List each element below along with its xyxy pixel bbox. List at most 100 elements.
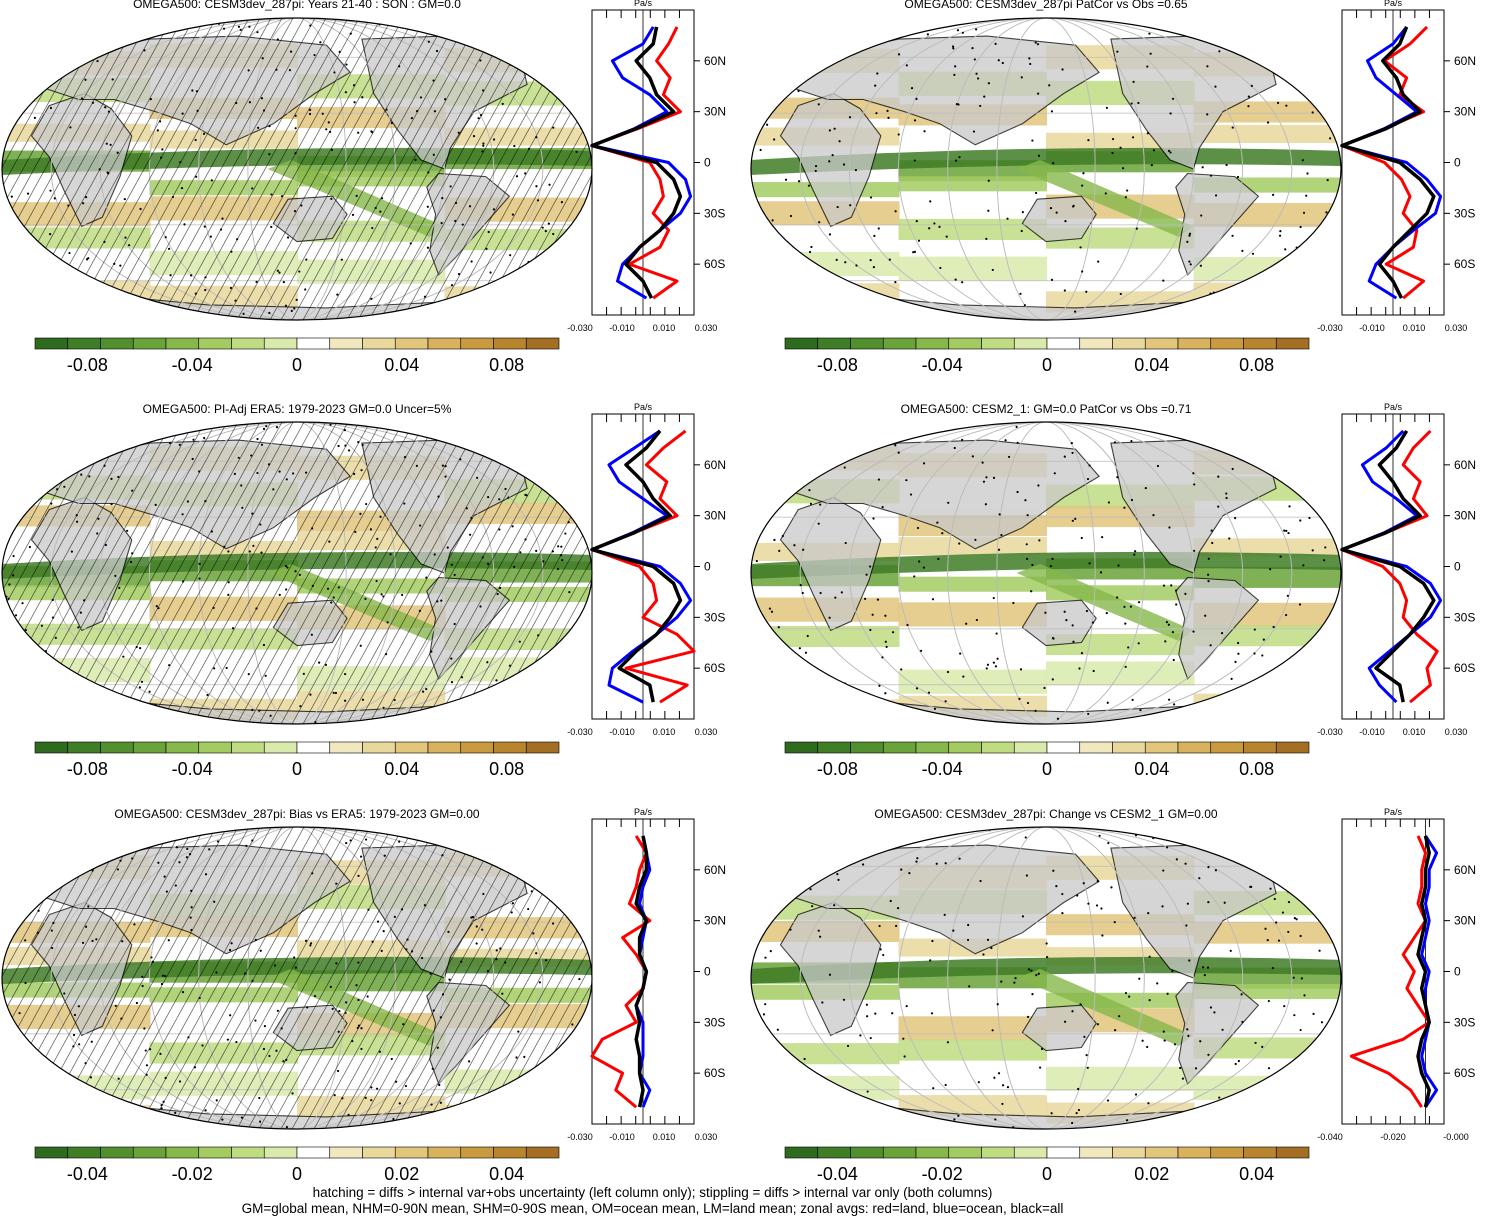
- colorbar-tick-label: 0: [1042, 759, 1052, 779]
- profile-series-line: [1340, 429, 1436, 703]
- profile-x-label: -0.030: [567, 1132, 593, 1142]
- profile-x-label: -0.030: [567, 727, 593, 737]
- colorbar-swatch: [100, 741, 134, 754]
- colorbar-swatch: [882, 1146, 917, 1159]
- colorbar-swatch: [1013, 1146, 1048, 1159]
- profile-x-label: -0.030: [1317, 727, 1343, 737]
- profile-x-label: 0.010: [653, 1132, 676, 1142]
- colorbar-swatch: [1275, 337, 1310, 350]
- colorbar-swatch: [948, 741, 982, 754]
- zonal-profile-2: Pa/s -0.030 -0.010 0.010 0.030 60N 30N 0 30S 60S: [1317, 0, 1476, 333]
- profile-y-label: 30S: [1454, 610, 1475, 624]
- colorbar-tick-label: 0: [1042, 355, 1052, 375]
- colorbar-swatch: [394, 337, 429, 350]
- profile-y-label: 30N: [704, 105, 726, 119]
- panel-title-4: OMEGA500: CESM2_1: GM=0.0 PatCor vs Obs …: [901, 402, 1192, 416]
- colorbar-swatch: [1013, 337, 1048, 350]
- colorbar-swatch: [817, 741, 851, 754]
- profile-y-label: 0: [1454, 560, 1461, 574]
- colorbar-swatch: [1112, 337, 1146, 350]
- colorbar-swatch: [427, 1146, 462, 1159]
- zonal-profile-5: Pa/s -0.030 -0.010 0.010 0.030 60N 30N 0 30S 60S: [567, 807, 726, 1142]
- colorbar-swatch: [981, 1146, 1015, 1159]
- colorbar-swatch: [1013, 741, 1048, 754]
- colorbar-tick-label: -0.04: [172, 355, 213, 375]
- profile-x-label: 0.010: [1403, 323, 1426, 333]
- profile-series-line: [1340, 429, 1443, 704]
- colorbar-swatch: [948, 337, 982, 350]
- colorbar-swatch: [132, 337, 167, 350]
- profile-x-label: 0.030: [695, 323, 718, 333]
- profile-y-label: 30N: [1454, 105, 1476, 119]
- colorbar-swatch: [1144, 1146, 1179, 1159]
- colorbar-swatch: [67, 1146, 101, 1159]
- colorbar-swatch: [1112, 741, 1146, 754]
- profile-y-label: 30S: [704, 610, 725, 624]
- profile-series-line: [1349, 835, 1431, 1108]
- colorbar-swatch: [427, 337, 462, 350]
- colorbar-swatch: [34, 1146, 69, 1159]
- footer-line-1: hatching = diffs > internal var+obs unce…: [312, 1185, 993, 1200]
- colorbar-swatch: [850, 337, 884, 350]
- profile-units: Pa/s: [1384, 402, 1403, 412]
- profile-y-label: 60S: [704, 1066, 725, 1080]
- profile-series-line: [1420, 835, 1439, 1108]
- colorbar-swatch: [165, 741, 200, 754]
- colorbar-swatch: [882, 741, 917, 754]
- colorbar-tick-label: -0.02: [922, 1164, 963, 1184]
- colorbar-swatch: [784, 741, 819, 754]
- colorbar-swatch: [329, 337, 363, 350]
- profile-series-line: [1416, 835, 1431, 1108]
- colorbar-swatch: [460, 741, 494, 754]
- colorbar-swatch: [1046, 337, 1081, 350]
- colorbar-swatch: [329, 741, 363, 754]
- profile-series-line: [1340, 25, 1429, 300]
- map-panel-2: [750, 17, 1342, 321]
- profile-series-line: [634, 835, 649, 1108]
- profile-series-line: [590, 26, 683, 299]
- colorbar-swatch: [525, 1146, 560, 1159]
- colorbar-6: -0.04 -0.02 0 0.02 0.04: [784, 1146, 1310, 1184]
- profile-y-label: 30N: [704, 914, 726, 928]
- footer-line-2: GM=global mean, NHM=0-90N mean, SHM=0-90…: [241, 1201, 1064, 1216]
- colorbar-swatch: [1210, 1146, 1244, 1159]
- colorbar-swatch: [362, 741, 396, 754]
- profile-y-label: 60S: [704, 661, 725, 675]
- colorbar-tick-label: -0.04: [172, 759, 213, 779]
- colorbar-tick-label: -0.04: [817, 1164, 858, 1184]
- colorbar-tick-label: -0.02: [172, 1164, 213, 1184]
- profile-x-label: -0.010: [609, 323, 635, 333]
- colorbar-swatch: [296, 1146, 331, 1159]
- zonal-profile-3: Pa/s -0.030 -0.010 0.010 0.030 60N 30N 0 30S 60S: [567, 402, 726, 737]
- colorbar-swatch: [784, 1146, 819, 1159]
- colorbar-tick-label: 0.02: [384, 1164, 419, 1184]
- panel-title-3: OMEGA500: PI-Adj ERA5: 1979-2023 GM=0.0 …: [143, 402, 452, 416]
- profile-y-label: 60N: [1454, 54, 1476, 68]
- colorbar-swatch: [1243, 1146, 1277, 1159]
- map-panel-4: [750, 421, 1342, 725]
- colorbar-swatch: [784, 337, 819, 350]
- colorbar-swatch: [1210, 741, 1244, 754]
- profile-units: Pa/s: [634, 0, 653, 8]
- colorbar-swatch: [394, 741, 429, 754]
- profile-x-label: -0.020: [1380, 1132, 1406, 1142]
- colorbar-2: -0.08 -0.04 0 0.04 0.08: [784, 337, 1310, 375]
- colorbar-swatch: [1144, 741, 1179, 754]
- profile-x-label: -0.030: [567, 323, 593, 333]
- profile-series-line: [590, 429, 696, 704]
- colorbar-swatch: [817, 1146, 851, 1159]
- colorbar-swatch: [100, 1146, 134, 1159]
- profile-x-label: 0.010: [653, 323, 676, 333]
- profile-y-label: 60N: [704, 863, 726, 877]
- colorbar-tick-label: 0: [292, 1164, 302, 1184]
- colorbar-swatch: [1079, 1146, 1113, 1159]
- colorbar-tick-label: 0.08: [489, 355, 524, 375]
- colorbar-swatch: [981, 741, 1015, 754]
- colorbar-swatch: [1079, 337, 1113, 350]
- profile-units: Pa/s: [1384, 807, 1403, 817]
- colorbar-swatch: [296, 741, 331, 754]
- colorbar-swatch: [915, 1146, 950, 1159]
- zonal-profile-1: Pa/s -0.030 -0.010 0.010 0.030 60N 30N 0 30S 60S: [567, 0, 726, 333]
- colorbar-swatch: [817, 337, 851, 350]
- colorbar-swatch: [493, 1146, 527, 1159]
